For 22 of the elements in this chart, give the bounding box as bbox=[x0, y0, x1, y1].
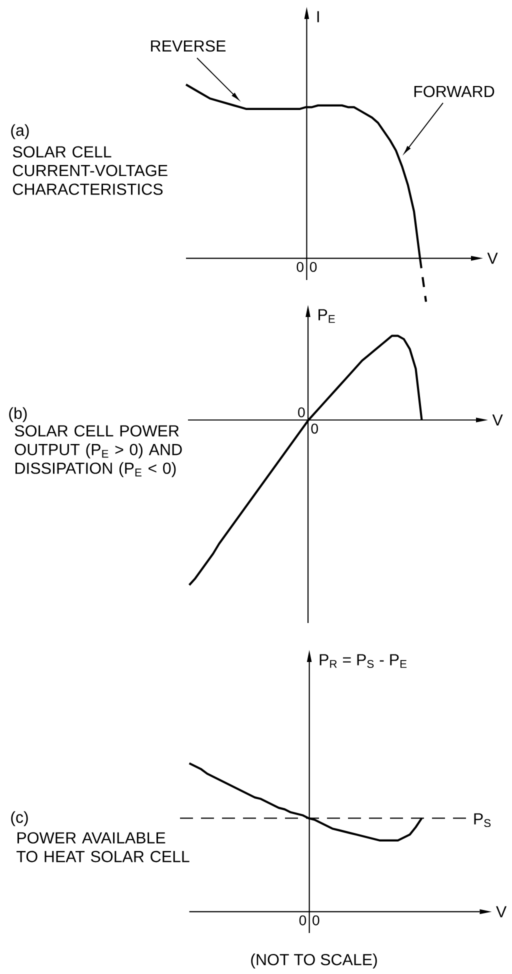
annotation: 0 bbox=[296, 262, 304, 272]
text: (a) bbox=[11, 124, 29, 140]
text: POWER AVAILABLE TO HEAT SOLAR CELL bbox=[16, 832, 190, 862]
text: SOLAR CELL POWER OUTPUT (P$_{E}$ > 0) AND DISSIPATION (P$_{E}$ < 0) bbox=[14, 425, 182, 478]
ref-line-label: P$_{S}$ bbox=[474, 813, 491, 828]
text: (NOT TO SCALE) bbox=[251, 954, 377, 968]
text: 0 bbox=[299, 915, 306, 926]
annotation: FORWARD bbox=[414, 86, 494, 98]
annotation: 0 bbox=[310, 262, 317, 272]
y-axis-title: I bbox=[317, 11, 319, 22]
annotation: 0 bbox=[298, 407, 305, 418]
text: SOLAR CELL CURRENT-VOLTAGE CHARACTERISTICS bbox=[12, 146, 168, 195]
text: (c) bbox=[11, 811, 28, 826]
y-axis-title: P$_{E}$ bbox=[318, 309, 335, 323]
text: 0 bbox=[312, 915, 320, 926]
annotation: 0 bbox=[311, 424, 318, 434]
y-axis-title: P$_{R}$ = P$_{S}$ - P$_{E}$ bbox=[320, 654, 407, 668]
x-axis-title: V bbox=[487, 252, 498, 264]
x-axis-title: V bbox=[492, 414, 503, 426]
text: REVERSE bbox=[151, 40, 226, 52]
x-axis-title: V bbox=[496, 906, 507, 918]
text: (b) bbox=[9, 407, 27, 422]
